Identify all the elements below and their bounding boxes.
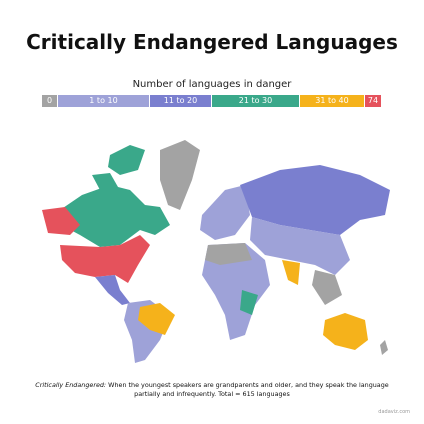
- region: [60, 235, 150, 283]
- region: [202, 243, 270, 340]
- region: [250, 217, 350, 275]
- footnote-text: When the youngest speakers are grandpare…: [108, 381, 389, 398]
- region: [160, 140, 200, 210]
- region: [42, 207, 80, 235]
- region: [312, 270, 342, 305]
- legend-item: 31 to 40: [300, 95, 365, 107]
- region: [108, 145, 145, 175]
- region: [92, 173, 118, 190]
- legend-item: 21 to 30: [212, 95, 300, 107]
- region: [95, 275, 130, 305]
- region: [60, 185, 170, 247]
- legend-title: Number of languages in danger: [132, 79, 292, 90]
- legend-item: 0: [42, 95, 58, 107]
- region: [240, 290, 258, 315]
- source: dadaviz.com: [378, 409, 410, 415]
- legend-item: 11 to 20: [150, 95, 212, 107]
- legend-item: 1 to 10: [58, 95, 150, 107]
- legend-item: 74: [365, 95, 382, 107]
- world-map: [42, 140, 390, 363]
- footnote-lead: Critically Endangered:: [35, 381, 107, 389]
- region: [205, 243, 252, 265]
- region: [282, 260, 300, 285]
- region: [323, 313, 368, 350]
- region: [240, 165, 390, 235]
- footnote: Critically Endangered: When the youngest…: [30, 381, 394, 399]
- region: [200, 185, 250, 240]
- region: [380, 340, 388, 355]
- title: Critically Endangered Languages: [26, 30, 398, 54]
- region: [138, 303, 175, 335]
